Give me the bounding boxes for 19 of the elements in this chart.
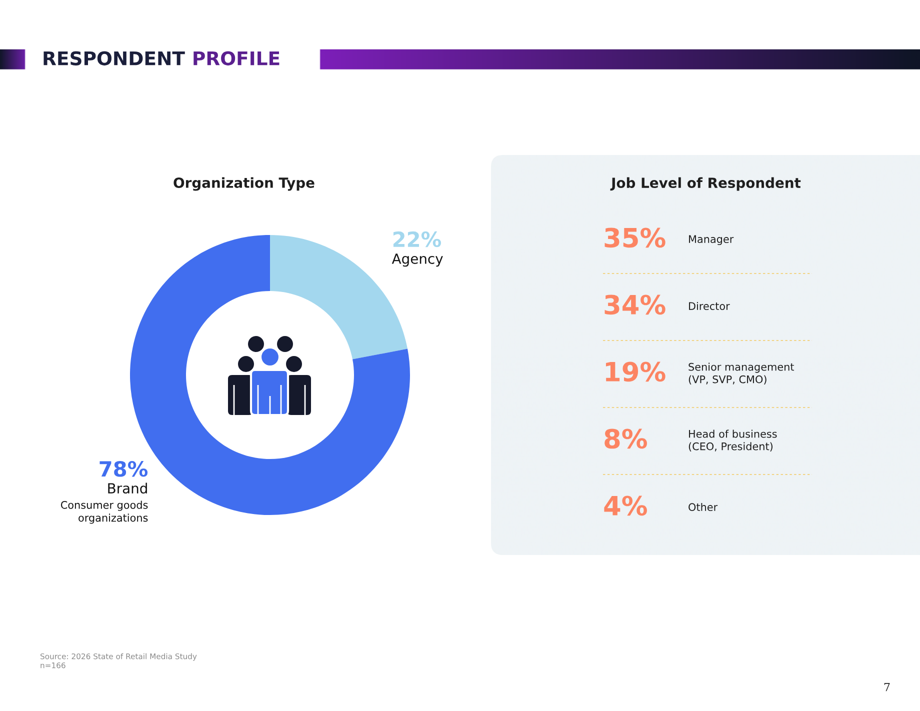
data-label: 19% [606, 362, 666, 382]
text: Consumer goods organizations [60, 500, 148, 524]
text: Job Level of Respondent [610, 177, 801, 191]
data-label: 35% [604, 228, 666, 248]
data-label: 34% [604, 294, 666, 315]
category-label: Senior management (VP, SVP, CMO) [688, 362, 794, 384]
data-label: 78% [100, 461, 148, 477]
category-label: Other [688, 502, 718, 512]
chart-title: Organization Type [174, 177, 314, 191]
slice-label: Brand [108, 482, 147, 494]
category-label: Manager [689, 235, 734, 246]
data-label: 22% [393, 231, 442, 248]
category-label: Head of business (CEO, President) [688, 430, 777, 452]
data-label: 8% [604, 428, 647, 449]
category-label: Director [689, 302, 730, 310]
text: 7 [884, 682, 890, 692]
data-label: 4% [604, 496, 647, 516]
text: RESPONDENT PROFILE [44, 51, 280, 66]
slice-label: Agency [392, 254, 443, 267]
